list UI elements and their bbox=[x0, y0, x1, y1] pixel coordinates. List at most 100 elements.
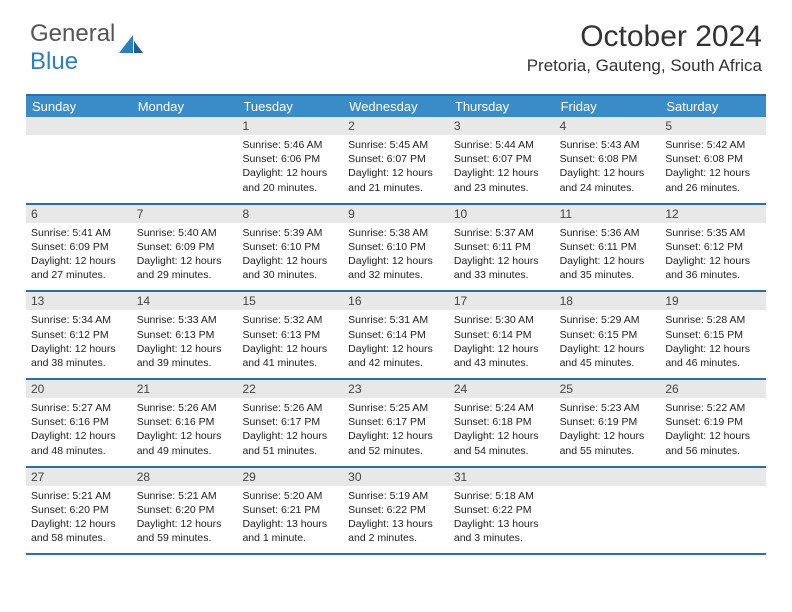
sunrise-text: Sunrise: 5:24 AM bbox=[454, 401, 550, 415]
sunset-text: Sunset: 6:19 PM bbox=[560, 415, 656, 429]
day-number: 15 bbox=[237, 292, 343, 310]
day-cell: 18Sunrise: 5:29 AMSunset: 6:15 PMDayligh… bbox=[555, 292, 661, 378]
sunrise-text: Sunrise: 5:30 AM bbox=[454, 313, 550, 327]
day-details: Sunrise: 5:21 AMSunset: 6:20 PMDaylight:… bbox=[26, 486, 132, 554]
day-number: 11 bbox=[555, 205, 661, 223]
sunrise-text: Sunrise: 5:20 AM bbox=[242, 489, 338, 503]
sunrise-text: Sunrise: 5:37 AM bbox=[454, 226, 550, 240]
sunset-text: Sunset: 6:09 PM bbox=[31, 240, 127, 254]
day-details: Sunrise: 5:27 AMSunset: 6:16 PMDaylight:… bbox=[26, 398, 132, 466]
day-details: Sunrise: 5:23 AMSunset: 6:19 PMDaylight:… bbox=[555, 398, 661, 466]
sunset-text: Sunset: 6:12 PM bbox=[665, 240, 761, 254]
day-details: Sunrise: 5:35 AMSunset: 6:12 PMDaylight:… bbox=[660, 223, 766, 291]
day-details bbox=[132, 135, 238, 197]
sunrise-text: Sunrise: 5:32 AM bbox=[242, 313, 338, 327]
sunset-text: Sunset: 6:17 PM bbox=[348, 415, 444, 429]
sunset-text: Sunset: 6:08 PM bbox=[560, 152, 656, 166]
sail-icon bbox=[119, 35, 145, 57]
sunrise-text: Sunrise: 5:25 AM bbox=[348, 401, 444, 415]
day-cell: 8Sunrise: 5:39 AMSunset: 6:10 PMDaylight… bbox=[237, 205, 343, 291]
daylight-text: Daylight: 12 hours and 27 minutes. bbox=[31, 254, 127, 282]
day-number: 3 bbox=[449, 117, 555, 135]
sunrise-text: Sunrise: 5:39 AM bbox=[242, 226, 338, 240]
sunrise-text: Sunrise: 5:27 AM bbox=[31, 401, 127, 415]
day-cell: 13Sunrise: 5:34 AMSunset: 6:12 PMDayligh… bbox=[26, 292, 132, 378]
sunrise-text: Sunrise: 5:44 AM bbox=[454, 138, 550, 152]
day-cell: 27Sunrise: 5:21 AMSunset: 6:20 PMDayligh… bbox=[26, 468, 132, 554]
sunrise-text: Sunrise: 5:18 AM bbox=[454, 489, 550, 503]
day-cell: 1Sunrise: 5:46 AMSunset: 6:06 PMDaylight… bbox=[237, 117, 343, 203]
day-number: 6 bbox=[26, 205, 132, 223]
day-details: Sunrise: 5:22 AMSunset: 6:19 PMDaylight:… bbox=[660, 398, 766, 466]
daylight-text: Daylight: 12 hours and 52 minutes. bbox=[348, 429, 444, 457]
daylight-text: Daylight: 12 hours and 59 minutes. bbox=[137, 517, 233, 545]
day-details: Sunrise: 5:45 AMSunset: 6:07 PMDaylight:… bbox=[343, 135, 449, 203]
day-number: 17 bbox=[449, 292, 555, 310]
day-number: 30 bbox=[343, 468, 449, 486]
day-details: Sunrise: 5:24 AMSunset: 6:18 PMDaylight:… bbox=[449, 398, 555, 466]
weekday-header: Wednesday bbox=[343, 96, 449, 117]
daylight-text: Daylight: 13 hours and 3 minutes. bbox=[454, 517, 550, 545]
sunset-text: Sunset: 6:22 PM bbox=[454, 503, 550, 517]
day-number: 23 bbox=[343, 380, 449, 398]
daylight-text: Daylight: 13 hours and 2 minutes. bbox=[348, 517, 444, 545]
day-number: 18 bbox=[555, 292, 661, 310]
day-cell: 21Sunrise: 5:26 AMSunset: 6:16 PMDayligh… bbox=[132, 380, 238, 466]
sunset-text: Sunset: 6:18 PM bbox=[454, 415, 550, 429]
sunset-text: Sunset: 6:19 PM bbox=[665, 415, 761, 429]
week-row: 13Sunrise: 5:34 AMSunset: 6:12 PMDayligh… bbox=[26, 292, 766, 380]
day-number bbox=[660, 468, 766, 486]
daylight-text: Daylight: 12 hours and 26 minutes. bbox=[665, 166, 761, 194]
day-details: Sunrise: 5:21 AMSunset: 6:20 PMDaylight:… bbox=[132, 486, 238, 554]
day-details: Sunrise: 5:26 AMSunset: 6:17 PMDaylight:… bbox=[237, 398, 343, 466]
month-title: October 2024 bbox=[527, 20, 762, 54]
day-number: 22 bbox=[237, 380, 343, 398]
daylight-text: Daylight: 12 hours and 20 minutes. bbox=[242, 166, 338, 194]
sunrise-text: Sunrise: 5:46 AM bbox=[242, 138, 338, 152]
day-number: 19 bbox=[660, 292, 766, 310]
day-details: Sunrise: 5:19 AMSunset: 6:22 PMDaylight:… bbox=[343, 486, 449, 554]
sunrise-text: Sunrise: 5:19 AM bbox=[348, 489, 444, 503]
day-cell: 5Sunrise: 5:42 AMSunset: 6:08 PMDaylight… bbox=[660, 117, 766, 203]
sunrise-text: Sunrise: 5:35 AM bbox=[665, 226, 761, 240]
sunset-text: Sunset: 6:07 PM bbox=[454, 152, 550, 166]
sunset-text: Sunset: 6:11 PM bbox=[560, 240, 656, 254]
day-cell: 31Sunrise: 5:18 AMSunset: 6:22 PMDayligh… bbox=[449, 468, 555, 554]
daylight-text: Daylight: 12 hours and 30 minutes. bbox=[242, 254, 338, 282]
day-number: 8 bbox=[237, 205, 343, 223]
calendar: Sunday Monday Tuesday Wednesday Thursday… bbox=[26, 94, 766, 555]
day-cell: 11Sunrise: 5:36 AMSunset: 6:11 PMDayligh… bbox=[555, 205, 661, 291]
day-cell: 4Sunrise: 5:43 AMSunset: 6:08 PMDaylight… bbox=[555, 117, 661, 203]
day-number: 12 bbox=[660, 205, 766, 223]
day-details: Sunrise: 5:37 AMSunset: 6:11 PMDaylight:… bbox=[449, 223, 555, 291]
sunset-text: Sunset: 6:21 PM bbox=[242, 503, 338, 517]
day-number: 1 bbox=[237, 117, 343, 135]
sunrise-text: Sunrise: 5:36 AM bbox=[560, 226, 656, 240]
day-details: Sunrise: 5:18 AMSunset: 6:22 PMDaylight:… bbox=[449, 486, 555, 554]
sunset-text: Sunset: 6:20 PM bbox=[31, 503, 127, 517]
daylight-text: Daylight: 12 hours and 32 minutes. bbox=[348, 254, 444, 282]
day-number: 24 bbox=[449, 380, 555, 398]
daylight-text: Daylight: 12 hours and 45 minutes. bbox=[560, 342, 656, 370]
sunrise-text: Sunrise: 5:31 AM bbox=[348, 313, 444, 327]
day-details: Sunrise: 5:46 AMSunset: 6:06 PMDaylight:… bbox=[237, 135, 343, 203]
day-cell: 9Sunrise: 5:38 AMSunset: 6:10 PMDaylight… bbox=[343, 205, 449, 291]
sunrise-text: Sunrise: 5:43 AM bbox=[560, 138, 656, 152]
brand-logo: GeneralBlue bbox=[30, 20, 145, 76]
sunset-text: Sunset: 6:16 PM bbox=[137, 415, 233, 429]
week-row: 1Sunrise: 5:46 AMSunset: 6:06 PMDaylight… bbox=[26, 117, 766, 205]
sunrise-text: Sunrise: 5:41 AM bbox=[31, 226, 127, 240]
day-number: 31 bbox=[449, 468, 555, 486]
day-details: Sunrise: 5:43 AMSunset: 6:08 PMDaylight:… bbox=[555, 135, 661, 203]
sunset-text: Sunset: 6:15 PM bbox=[665, 328, 761, 342]
sunrise-text: Sunrise: 5:34 AM bbox=[31, 313, 127, 327]
week-row: 6Sunrise: 5:41 AMSunset: 6:09 PMDaylight… bbox=[26, 205, 766, 293]
day-details: Sunrise: 5:34 AMSunset: 6:12 PMDaylight:… bbox=[26, 310, 132, 378]
day-number bbox=[26, 117, 132, 135]
day-number: 14 bbox=[132, 292, 238, 310]
sunset-text: Sunset: 6:07 PM bbox=[348, 152, 444, 166]
day-cell: 24Sunrise: 5:24 AMSunset: 6:18 PMDayligh… bbox=[449, 380, 555, 466]
day-cell: 30Sunrise: 5:19 AMSunset: 6:22 PMDayligh… bbox=[343, 468, 449, 554]
day-cell: 14Sunrise: 5:33 AMSunset: 6:13 PMDayligh… bbox=[132, 292, 238, 378]
day-cell: 19Sunrise: 5:28 AMSunset: 6:15 PMDayligh… bbox=[660, 292, 766, 378]
